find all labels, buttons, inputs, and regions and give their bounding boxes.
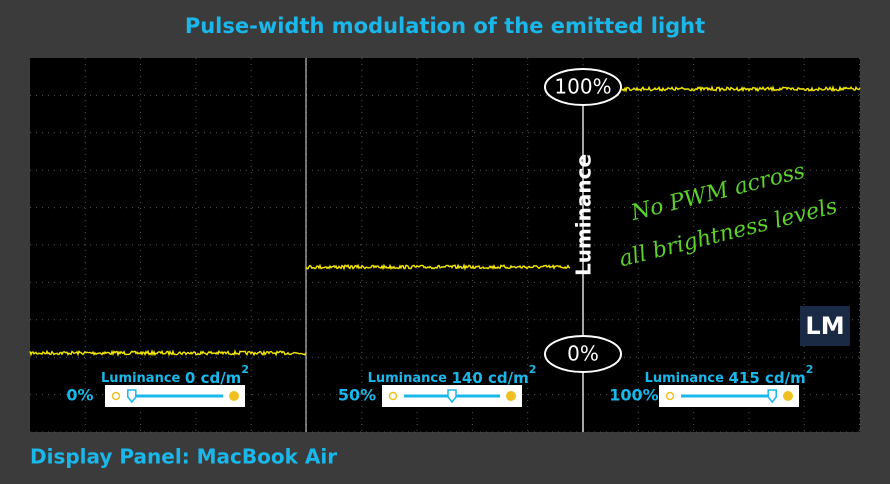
luminance-label: Luminance <box>368 371 448 386</box>
slider-knob <box>767 389 777 404</box>
trace <box>621 84 861 93</box>
marker-ellipse <box>544 68 622 106</box>
bottom-marker: 0% <box>567 342 599 366</box>
traces <box>29 84 861 357</box>
marker-ellipse <box>544 335 622 373</box>
luminance-value: 0 cd/m <box>185 369 241 387</box>
trace <box>29 348 307 357</box>
title: Pulse-width modulation of the emitted li… <box>185 14 705 38</box>
slider-knob <box>447 389 457 404</box>
slider-icon <box>506 391 516 401</box>
slider-icon <box>229 391 239 401</box>
slider-knob <box>127 389 137 404</box>
brightness-level: 50% <box>338 386 376 405</box>
logo: LM <box>805 312 844 340</box>
top-marker: 100% <box>554 75 611 99</box>
unit-power: 2 <box>241 363 249 376</box>
slider-icon <box>111 391 121 401</box>
luminance-label: Luminance 140 cd/m2 <box>368 363 537 387</box>
brightness-level: 100% <box>609 386 658 405</box>
logo-box <box>800 306 850 346</box>
luminance-label: Luminance 415 cd/m2 <box>645 363 814 387</box>
unit-power: 2 <box>806 363 814 376</box>
slider-icon <box>783 391 793 401</box>
brightness-level: 0% <box>66 386 93 405</box>
luminance-value: 415 cd/m <box>728 369 805 387</box>
footer-caption: Display Panel: MacBook Air <box>30 445 337 469</box>
luminance-value: 140 cd/m <box>451 369 528 387</box>
unit-power: 2 <box>529 363 537 376</box>
slider-icon <box>388 391 398 401</box>
luminance-label: Luminance <box>645 371 725 386</box>
luminance-label: Luminance <box>101 371 181 386</box>
luminance-label: Luminance 0 cd/m2 <box>101 363 249 387</box>
trace <box>305 263 571 271</box>
axis-label: Luminance <box>572 154 596 276</box>
slider-icon <box>665 391 675 401</box>
